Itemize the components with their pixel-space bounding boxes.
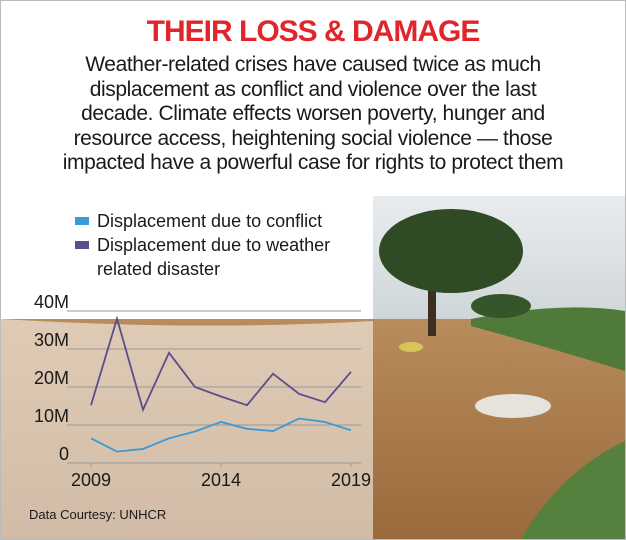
x-tick-label: 2014 xyxy=(201,470,241,490)
y-tick-label: 40M xyxy=(34,292,69,312)
raft xyxy=(475,394,551,418)
legend-label: Displacement due to weather related disa… xyxy=(97,235,331,279)
legend-swatch xyxy=(75,217,89,225)
x-tick-label: 2009 xyxy=(71,470,111,490)
source: Data Courtesy: UNHCR xyxy=(29,507,167,522)
grass xyxy=(471,307,625,371)
legend: Displacement due to conflict Displacement… xyxy=(75,209,375,281)
legend-item: Displacement due to conflict xyxy=(75,209,375,233)
bank xyxy=(521,441,625,539)
y-tick-label: 0 xyxy=(59,444,69,464)
series-line xyxy=(90,417,352,453)
trunk xyxy=(428,281,436,336)
x-tick-label: 2019 xyxy=(331,470,371,490)
series-line xyxy=(90,315,352,413)
subtitle-line: resource access, heightening social viol… xyxy=(73,126,553,150)
subtitle-line: Weather-related crises have caused twice… xyxy=(85,53,541,76)
subtitle-line: impacted have a powerful case for rights… xyxy=(62,151,564,174)
y-tick-label: 30M xyxy=(34,330,69,350)
subtitle-line: displacement as conflict and violence ov… xyxy=(89,77,537,101)
title: THEIR LOSS & DAMAGE xyxy=(146,15,481,48)
subtitle: Weather-related crises have caused twice… xyxy=(1,53,625,176)
subtitle-line: decade. Climate effects worsen poverty, … xyxy=(81,102,545,125)
legend-item: Displacement due to weather related disa… xyxy=(75,233,375,281)
y-tick-label: 20M xyxy=(34,368,69,388)
y-tick-label: 10M xyxy=(34,406,69,426)
legend-swatch xyxy=(75,241,89,249)
legend-label: Displacement due to conflict xyxy=(97,211,323,231)
tree xyxy=(379,209,523,293)
